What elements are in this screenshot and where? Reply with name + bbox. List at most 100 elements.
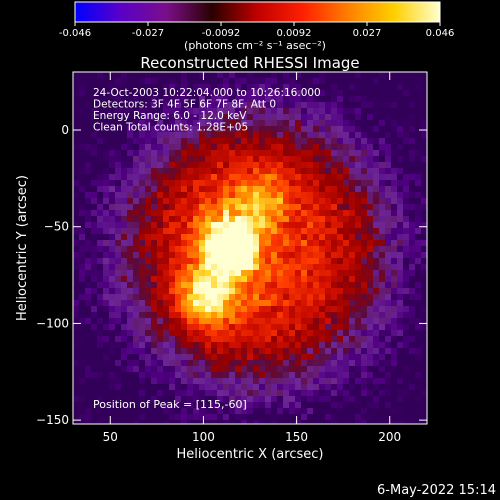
heatmap-pixel (205, 162, 212, 169)
heatmap-pixel (115, 402, 122, 409)
heatmap-pixel (403, 234, 410, 241)
heatmap-pixel (349, 264, 356, 271)
heatmap-pixel (211, 222, 218, 229)
heatmap-pixel (331, 234, 338, 241)
heatmap-pixel (253, 156, 260, 163)
heatmap-pixel (91, 306, 98, 313)
heatmap-pixel (109, 150, 116, 157)
heatmap-pixel (169, 324, 176, 331)
heatmap-pixel (217, 204, 224, 211)
heatmap-pixel (229, 96, 236, 103)
heatmap-pixel (91, 384, 98, 391)
heatmap-pixel (259, 276, 266, 283)
heatmap-pixel (127, 96, 134, 103)
heatmap-pixel (91, 330, 98, 337)
heatmap-pixel (289, 258, 296, 265)
heatmap-pixel (403, 246, 410, 253)
heatmap-pixel (259, 150, 266, 157)
heatmap-pixel (343, 102, 350, 109)
heatmap-pixel (253, 204, 260, 211)
heatmap-pixel (157, 276, 164, 283)
heatmap-pixel (217, 156, 224, 163)
heatmap-pixel (223, 138, 230, 145)
heatmap-pixel (307, 246, 314, 253)
heatmap-pixel (259, 102, 266, 109)
heatmap-pixel (289, 156, 296, 163)
heatmap-pixel (115, 300, 122, 307)
heatmap-pixel (217, 228, 224, 235)
heatmap-pixel (415, 258, 422, 265)
heatmap-pixel (163, 102, 170, 109)
heatmap-pixel (277, 132, 284, 139)
heatmap-pixel (247, 264, 254, 271)
heatmap-pixel (367, 276, 374, 283)
heatmap-pixel (325, 288, 332, 295)
heatmap-pixel (253, 72, 260, 79)
heatmap-pixel (313, 306, 320, 313)
heatmap-pixel (343, 414, 350, 421)
heatmap-pixel (385, 222, 392, 229)
heatmap-pixel (373, 360, 380, 367)
heatmap-pixel (109, 102, 116, 109)
heatmap-pixel (343, 84, 350, 91)
heatmap-pixel (337, 306, 344, 313)
heatmap-pixel (247, 270, 254, 277)
heatmap-pixel (235, 300, 242, 307)
heatmap-pixel (397, 192, 404, 199)
heatmap-pixel (151, 156, 158, 163)
heatmap-pixel (121, 384, 128, 391)
heatmap-pixel (283, 408, 290, 415)
heatmap-pixel (193, 330, 200, 337)
heatmap-pixel (301, 300, 308, 307)
heatmap-pixel (295, 288, 302, 295)
heatmap-pixel (373, 216, 380, 223)
heatmap-pixel (253, 84, 260, 91)
heatmap-pixel (271, 366, 278, 373)
heatmap-pixel (289, 210, 296, 217)
heatmap-pixel (403, 294, 410, 301)
heatmap-pixel (325, 360, 332, 367)
heatmap-pixel (307, 402, 314, 409)
heatmap-pixel (91, 390, 98, 397)
heatmap-pixel (145, 156, 152, 163)
heatmap-pixel (187, 132, 194, 139)
heatmap-pixel (337, 342, 344, 349)
heatmap-pixel (415, 420, 422, 424)
heatmap-pixel (325, 354, 332, 361)
heatmap-pixel (109, 192, 116, 199)
heatmap-pixel (313, 72, 320, 79)
heatmap-pixel (205, 192, 212, 199)
heatmap-pixel (151, 306, 158, 313)
heatmap-pixel (121, 228, 128, 235)
heatmap-pixel (337, 204, 344, 211)
heatmap-pixel (145, 402, 152, 409)
heatmap-pixel (385, 180, 392, 187)
heatmap-pixel (295, 168, 302, 175)
heatmap-pixel (253, 168, 260, 175)
heatmap-pixel (235, 216, 242, 223)
heatmap-pixel (235, 366, 242, 373)
heatmap-pixel (127, 108, 134, 115)
heatmap-pixel (181, 240, 188, 247)
heatmap-pixel (157, 306, 164, 313)
heatmap-pixel (109, 228, 116, 235)
heatmap-pixel (313, 408, 320, 415)
heatmap-pixel (157, 384, 164, 391)
heatmap-pixel (367, 234, 374, 241)
heatmap-pixel (367, 228, 374, 235)
heatmap-pixel (313, 210, 320, 217)
heatmap-pixel (367, 354, 374, 361)
heatmap-pixel (391, 204, 398, 211)
heatmap-pixel (277, 120, 284, 127)
heatmap-pixel (373, 402, 380, 409)
heatmap-pixel (355, 72, 362, 79)
heatmap-pixel (397, 324, 404, 331)
heatmap-pixel (289, 312, 296, 319)
heatmap-pixel (349, 210, 356, 217)
heatmap-pixel (223, 276, 230, 283)
heatmap-pixel (271, 114, 278, 121)
heatmap-pixel (343, 186, 350, 193)
heatmap-pixel (109, 282, 116, 289)
heatmap-pixel (163, 312, 170, 319)
heatmap-pixel (133, 324, 140, 331)
